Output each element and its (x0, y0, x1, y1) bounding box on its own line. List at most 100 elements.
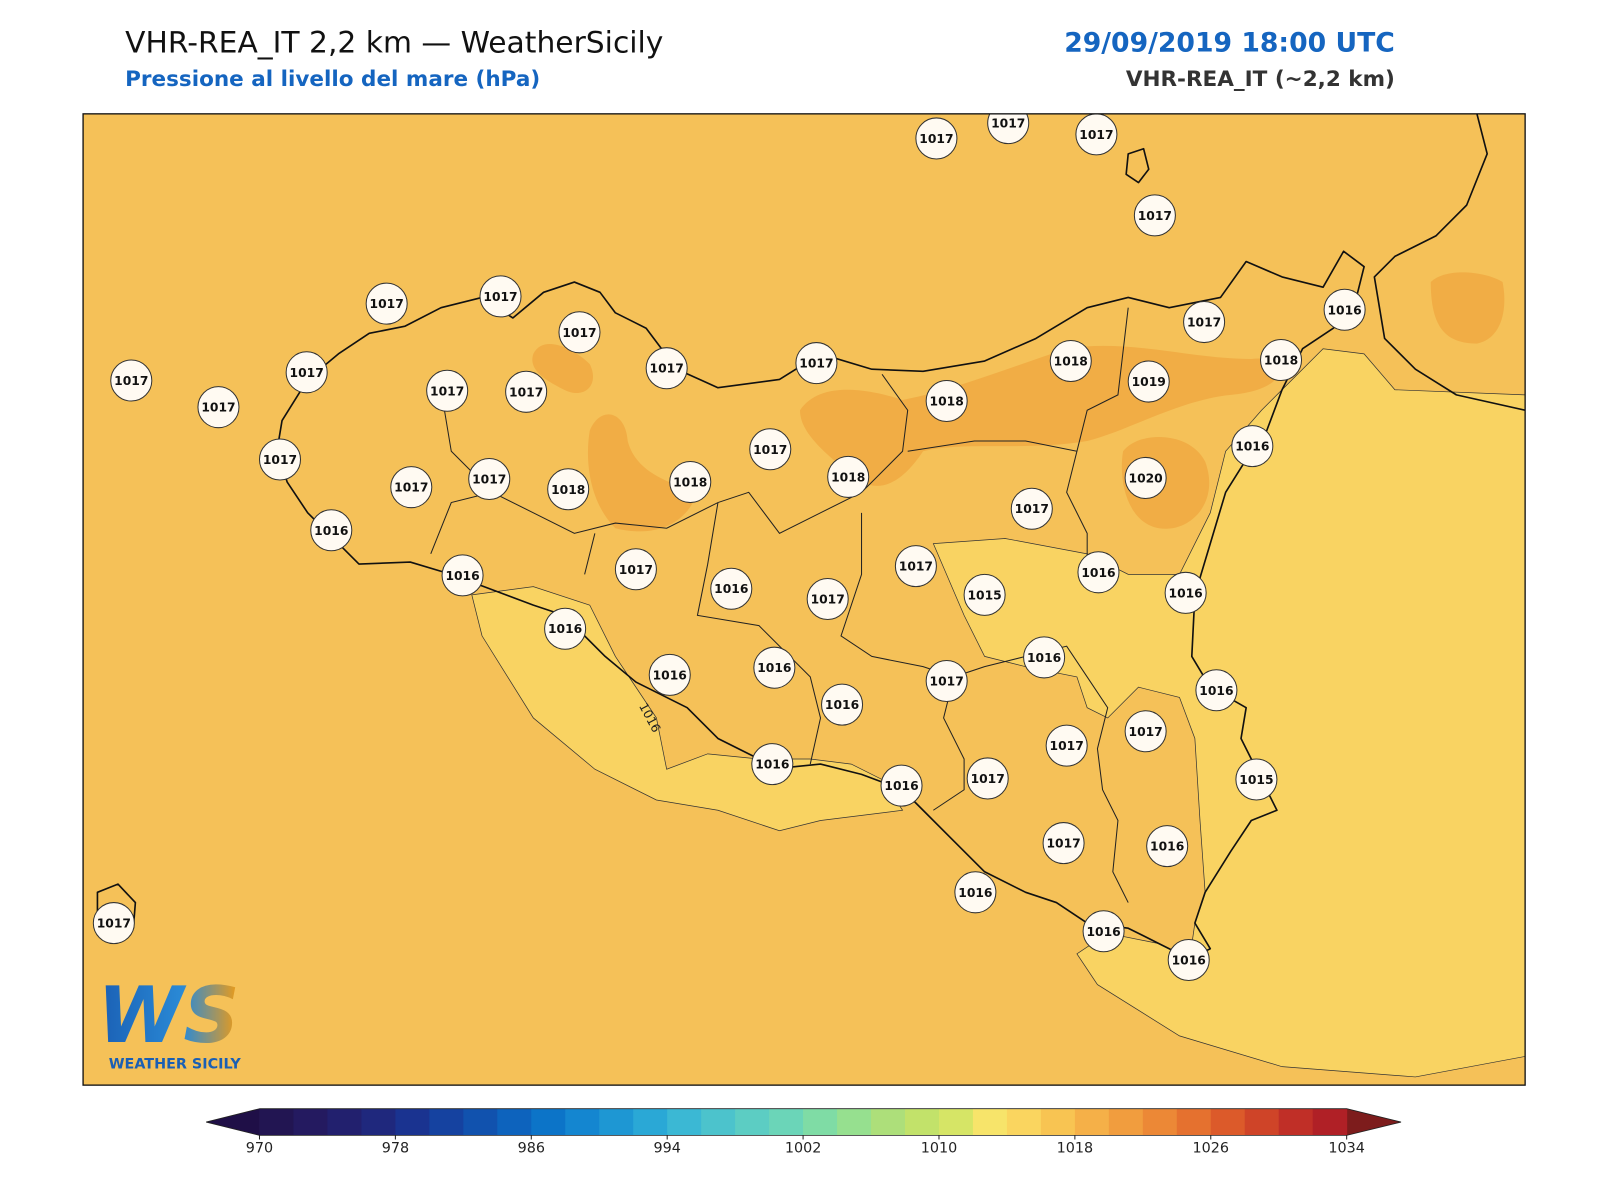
model-label: VHR-REA_IT (~2,2 km) (1126, 67, 1395, 92)
station: 1015 (963, 573, 1006, 616)
station-value: 1018 (1264, 354, 1298, 368)
station-value: 1017 (971, 772, 1005, 786)
colorbar-box (735, 1108, 770, 1136)
station-marker (925, 660, 968, 703)
station: 1017 (1010, 487, 1053, 530)
isobar-area (587, 414, 698, 532)
station-value: 1016 (825, 698, 859, 712)
station-value: 1016 (958, 886, 992, 900)
colorbar-box (327, 1108, 362, 1136)
station-value: 1020 (1129, 471, 1163, 485)
colorbar-box (972, 1108, 1008, 1136)
station-marker (1124, 710, 1167, 753)
map: 1017 1017 1017 1017 1017 1017 1017 1017 1017 1018… (83, 113, 1526, 1086)
station-marker (806, 577, 849, 620)
station-value: 1017 (619, 563, 653, 577)
station-marker (1127, 360, 1170, 403)
station: 1018 (669, 461, 712, 504)
station: 1018 (925, 380, 968, 423)
station-marker (1146, 825, 1189, 868)
station-value: 1016 (445, 569, 479, 583)
station-marker (197, 386, 240, 429)
stations: 1017 1017 1017 1017 1017 1017 1017 1017 1017 1018… (92, 113, 1366, 982)
station: 1016 (954, 871, 997, 914)
station-marker (1075, 113, 1118, 156)
colorbar-box (599, 1108, 634, 1136)
station-marker (547, 468, 590, 511)
station: 1017 (1124, 710, 1167, 753)
colorbar-box (905, 1108, 940, 1136)
station-marker (426, 369, 469, 412)
station-value: 1016 (714, 582, 748, 596)
station-marker (110, 359, 153, 402)
isobar-area (471, 586, 904, 832)
station-marker (645, 347, 688, 390)
station: 1017 (479, 275, 522, 318)
colorbar-tick-label: 1018 (1057, 1141, 1094, 1157)
station: 1016 (310, 509, 353, 552)
station: 1018 (827, 455, 870, 498)
station-marker (1077, 551, 1120, 594)
colorbar-box (938, 1108, 974, 1136)
station-value: 1016 (1086, 925, 1120, 939)
station: 1016 (710, 567, 753, 610)
colorbar-tick-label: 1026 (1193, 1141, 1230, 1157)
station: 1018 (547, 468, 590, 511)
station: 1017 (426, 369, 469, 412)
station: 1016 (753, 646, 796, 689)
station-value: 1016 (1199, 684, 1233, 698)
colorbar-box (1142, 1108, 1178, 1136)
station: 1016 (441, 554, 484, 597)
station: 1018 (1049, 340, 1092, 383)
station: 1017 (468, 457, 511, 500)
station-marker (1195, 669, 1238, 712)
station: 1017 (197, 386, 240, 429)
station: 1016 (1082, 910, 1125, 953)
logo-text: WEATHER SICILY (109, 1057, 242, 1073)
station-value: 1016 (1150, 840, 1184, 854)
station: 1017 (749, 428, 792, 471)
station-marker (821, 683, 864, 726)
station-value: 1017 (1138, 209, 1172, 223)
colorbar-box (463, 1108, 498, 1136)
station: 1017 (110, 359, 153, 402)
station-value: 1016 (314, 524, 348, 538)
station: 1017 (505, 370, 548, 413)
colorbar-box (633, 1108, 668, 1136)
station-marker (925, 380, 968, 423)
station-value: 1016 (653, 668, 687, 682)
colorbar-box (1108, 1108, 1144, 1136)
station-marker (1235, 758, 1278, 801)
station: 1016 (1077, 551, 1120, 594)
station: 1017 (285, 351, 328, 394)
station-marker (1010, 487, 1053, 530)
station: 1016 (1195, 669, 1238, 712)
colorbar-tick-label: 970 (246, 1141, 273, 1157)
colorbar-box (769, 1108, 804, 1136)
station-value: 1017 (370, 297, 404, 311)
station-value: 1017 (509, 385, 543, 399)
station-marker (1124, 456, 1167, 499)
station-marker (285, 351, 328, 394)
station: 1017 (258, 438, 302, 481)
station-value: 1018 (673, 476, 707, 490)
station: 1016 (880, 764, 923, 807)
station: 1020 (1124, 456, 1167, 499)
station-marker (880, 764, 923, 807)
station-marker (1133, 194, 1176, 237)
colorbar-box (837, 1108, 872, 1136)
station-marker (795, 342, 838, 385)
datetime: 29/09/2019 18:00 UTC (1064, 28, 1395, 59)
station: 1017 (1133, 194, 1176, 237)
station-marker (669, 461, 712, 504)
station: 1016 (648, 653, 691, 696)
station-marker (441, 554, 484, 597)
station-value: 1019 (1132, 375, 1166, 389)
station-marker (749, 428, 792, 471)
station-marker (1323, 288, 1366, 331)
station-value: 1016 (757, 661, 791, 675)
isobar-area (1430, 272, 1505, 344)
station-marker (614, 548, 657, 591)
station-value: 1017 (811, 593, 845, 607)
